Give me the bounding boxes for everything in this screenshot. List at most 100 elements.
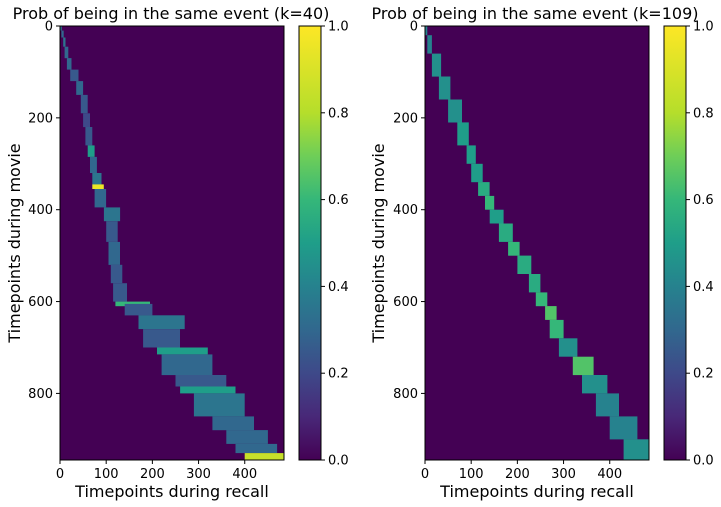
right-heatmap-cell-20 (582, 375, 608, 394)
right-colorbar: 0.0 0.2 0.4 0.6 0.8 1.0 (663, 20, 714, 469)
left-heatmap-frame (59, 25, 285, 461)
left-y-tick-label: 0 (45, 20, 53, 35)
right-x-tick-label: 100 (459, 467, 484, 482)
right-heatmap-cell-23 (623, 439, 649, 460)
right-y-tick-label: 600 (393, 295, 418, 310)
left-y-tick-label: 800 (28, 387, 53, 402)
left-y-tick-label: 200 (28, 111, 53, 126)
left-heatmap-cell-24 (157, 347, 208, 355)
right-heatmap-cell-6 (466, 145, 476, 164)
left-x-tick-label: 0 (56, 467, 64, 482)
left-heatmap-cell-31 (235, 443, 278, 454)
right-colorbar-tick-label: 1.0 (693, 20, 714, 35)
left-x-axis: 0 100 200 300 400 (56, 460, 257, 482)
right-x-tick-label: 0 (421, 467, 429, 482)
right-y-tick-label: 800 (393, 387, 418, 402)
right-heatmap-cell-15 (535, 292, 548, 307)
left-y-axis: 0 200 400 600 800 (28, 20, 60, 402)
left-heatmap-cell-7 (80, 94, 88, 114)
left-heatmap-panel: Prob of being in the same event (k=40) 0… (5, 4, 349, 501)
right-colorbar-tick-label: 0.8 (693, 106, 714, 121)
left-heatmap-cell-23 (143, 329, 180, 348)
right-colorbar-gradient (663, 25, 687, 461)
right-y-tick-label: 200 (393, 111, 418, 126)
right-heatmap-cell-7 (471, 163, 483, 183)
right-colorbar-tick-label: 0.4 (693, 280, 714, 295)
left-heatmap-cell-3 (64, 46, 69, 59)
right-heatmap-cell-21 (595, 393, 619, 417)
right-heatmap-cell-2 (431, 53, 442, 77)
right-heatmap-cell-8 (478, 182, 490, 196)
right-y-axis-label: Timepoints during movie (369, 143, 388, 343)
left-x-tick-label: 400 (232, 467, 257, 482)
right-heatmap-cell-18 (558, 338, 578, 357)
left-heatmap-cell-21 (124, 303, 153, 316)
left-heatmap-cell-16 (106, 221, 118, 242)
left-heatmap-cell-19 (113, 283, 127, 302)
left-heatmap-cell-18 (110, 264, 123, 284)
left-heatmap-cell-29 (212, 416, 254, 431)
left-heatmap-cell-11 (90, 156, 97, 173)
left-heatmap-cell-6 (76, 81, 84, 95)
right-x-tick-label: 400 (597, 467, 622, 482)
left-x-axis-label: Timepoints during recall (74, 482, 269, 501)
right-heatmap-cell-17 (549, 319, 564, 339)
left-y-tick-label: 400 (28, 203, 53, 218)
right-heatmap-cell-12 (508, 241, 520, 256)
left-heatmap-cell-14 (94, 189, 107, 208)
right-heatmap-cell-19 (572, 356, 594, 376)
left-colorbar-tick-label: 0.6 (328, 193, 349, 208)
left-heatmap-cell-2 (63, 37, 66, 47)
left-heatmap-cell-5 (70, 69, 79, 82)
left-heatmap-cell-25 (161, 354, 213, 376)
left-heatmap-cell-28 (193, 393, 245, 417)
left-heatmap-cell-10 (87, 145, 95, 157)
right-y-tick-label: 400 (393, 203, 418, 218)
right-heatmap-cell-16 (545, 306, 557, 320)
right-y-axis: 0 200 400 600 800 (393, 20, 425, 402)
left-heatmap-cell-22 (138, 315, 185, 330)
left-heatmap-cell-15 (103, 207, 121, 222)
right-heatmap-cell-11 (498, 223, 513, 242)
left-heatmap-cell-32 (244, 453, 284, 460)
left-colorbar-tick-label: 0.8 (328, 106, 349, 121)
right-heatmap-cell-1 (427, 35, 432, 54)
left-x-tick-label: 300 (186, 467, 211, 482)
right-heatmap-background (425, 26, 649, 460)
left-heatmap-cell-9 (85, 127, 93, 146)
left-x-tick-label: 200 (140, 467, 165, 482)
left-colorbar-gradient (298, 25, 322, 461)
right-x-tick-label: 300 (551, 467, 576, 482)
right-y-tick-label: 0 (410, 20, 418, 35)
right-heatmap-cell-5 (457, 122, 469, 146)
right-colorbar-tick-label: 0.6 (693, 193, 714, 208)
left-colorbar-tick-label: 0.2 (328, 367, 349, 382)
left-colorbar-tick-label: 0.0 (328, 454, 349, 469)
left-y-tick-label: 600 (28, 295, 53, 310)
left-heatmap-cell-26 (175, 375, 227, 387)
left-colorbar: 0.0 0.2 0.4 0.6 0.8 1.0 (298, 20, 349, 469)
right-heatmap-cell-13 (517, 255, 532, 274)
right-heatmap (424, 25, 650, 461)
right-x-tick-label: 200 (505, 467, 530, 482)
left-heatmap-cell-17 (108, 241, 120, 265)
left-x-tick-label: 100 (94, 467, 119, 482)
left-colorbar-tick-label: 1.0 (328, 20, 349, 35)
right-x-axis-label: Timepoints during recall (439, 482, 634, 501)
right-heatmap-panel: Prob of being in the same event (k=109) … (369, 4, 714, 501)
left-heatmap-cell-1 (61, 30, 64, 38)
left-heatmap-cell-0 (60, 26, 62, 31)
right-colorbar-tick-label: 0.2 (693, 367, 714, 382)
left-heatmap-background (60, 26, 284, 460)
right-heatmap-cell-3 (438, 76, 451, 100)
left-chart-title: Prob of being in the same event (k=40) (13, 4, 330, 23)
left-colorbar-tick-label: 0.4 (328, 280, 349, 295)
left-heatmap-cell-4 (66, 58, 72, 70)
right-heatmap-frame (424, 25, 650, 461)
right-heatmap-cell-4 (448, 99, 462, 123)
right-heatmap-cell-22 (609, 416, 638, 440)
right-heatmap-cell-10 (489, 209, 504, 224)
right-heatmap-cell-0 (425, 26, 428, 36)
left-heatmap (59, 25, 285, 461)
